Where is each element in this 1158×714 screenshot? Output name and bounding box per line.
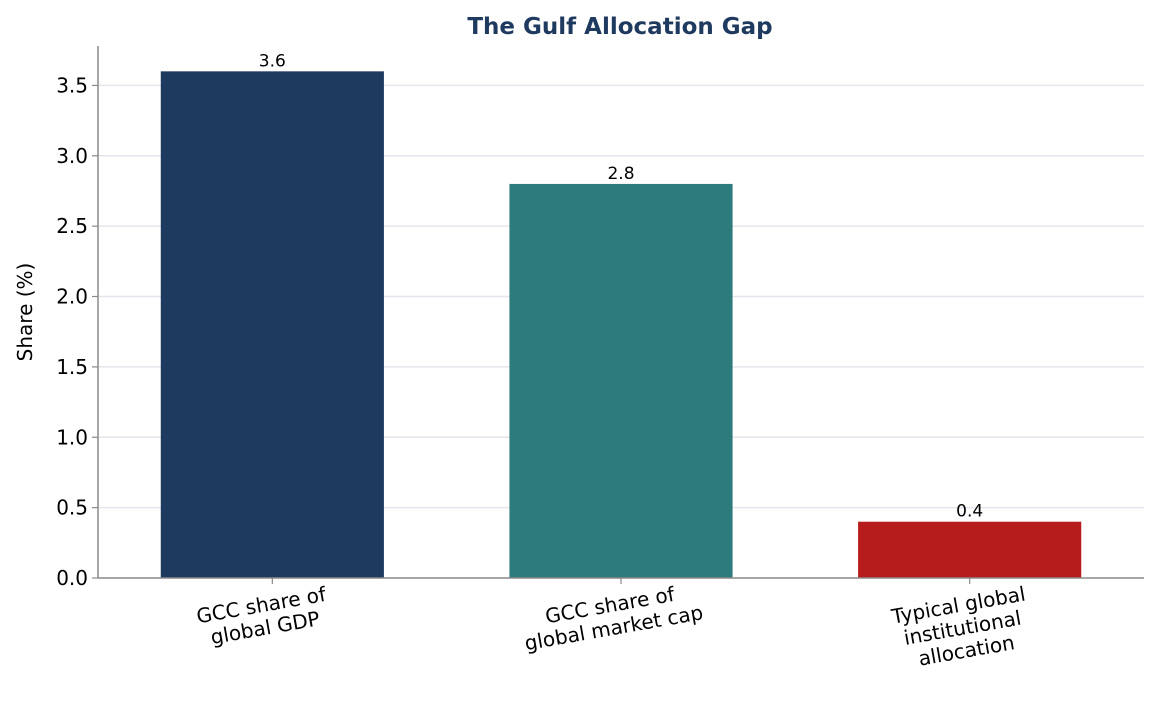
data-label: 0.4 <box>956 502 983 522</box>
y-ticks: 0.0 0.5 1.0 1.5 2.0 2.5 3.0 3.5 <box>56 73 98 590</box>
x-ticks: GCC share ofglobal GDP GCC share ofglobal… <box>195 578 1035 675</box>
y-tick-label: 3.0 <box>56 144 88 168</box>
bar <box>509 183 733 579</box>
x-tick-label: Typical globalinstitutionalallocation <box>889 582 1035 675</box>
y-tick-label: 0.5 <box>56 496 88 520</box>
y-tick-label: 0.0 <box>56 566 88 590</box>
y-tick-label: 2.0 <box>56 285 88 309</box>
x-tick-label: GCC share ofglobal market cap <box>519 578 705 656</box>
y-tick-label: 2.5 <box>56 214 88 238</box>
chart-title: The Gulf Allocation Gap <box>467 14 772 40</box>
data-label: 2.8 <box>607 164 634 184</box>
y-tick-label: 1.0 <box>56 425 88 449</box>
y-tick-label: 1.5 <box>56 355 88 379</box>
data-labels: 3.6 2.8 0.4 <box>259 51 983 521</box>
bar <box>160 71 384 578</box>
bars <box>160 71 1082 579</box>
bar <box>858 521 1082 578</box>
data-label: 3.6 <box>259 51 286 71</box>
y-tick-label: 3.5 <box>56 73 88 97</box>
y-axis-label: Share (%) <box>13 263 37 362</box>
x-tick-label: GCC share ofglobal GDP <box>195 582 333 651</box>
